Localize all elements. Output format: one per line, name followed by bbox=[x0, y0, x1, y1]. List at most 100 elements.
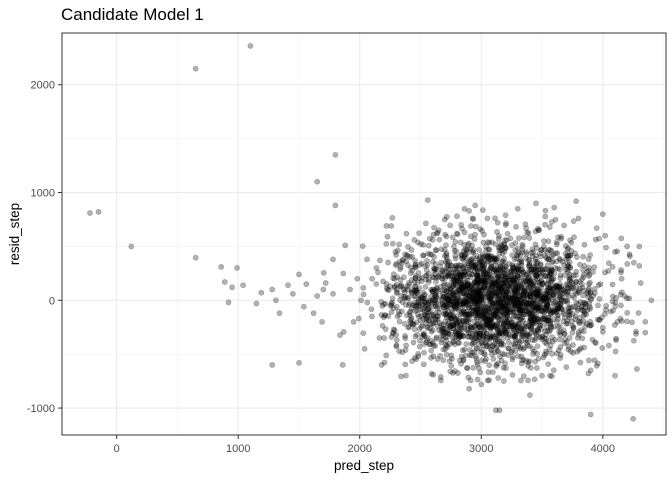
data-point bbox=[586, 357, 592, 364]
data-point bbox=[419, 289, 426, 296]
data-point bbox=[537, 262, 544, 268]
data-point bbox=[512, 291, 519, 298]
data-point bbox=[511, 288, 518, 294]
data-point bbox=[489, 283, 496, 290]
data-point bbox=[547, 320, 553, 327]
data-point bbox=[495, 332, 502, 338]
data-point bbox=[475, 306, 482, 313]
data-point bbox=[509, 252, 516, 259]
data-point bbox=[470, 296, 477, 303]
data-point bbox=[484, 377, 491, 384]
data-point bbox=[541, 238, 547, 244]
data-point bbox=[478, 304, 485, 311]
data-point bbox=[492, 407, 499, 414]
data-point bbox=[379, 302, 386, 309]
data-point bbox=[564, 285, 571, 291]
data-point bbox=[501, 311, 508, 318]
data-point bbox=[495, 278, 502, 285]
data-point bbox=[553, 239, 560, 245]
data-point bbox=[375, 269, 381, 276]
data-point bbox=[569, 310, 576, 317]
data-point bbox=[519, 303, 526, 310]
data-point bbox=[541, 320, 548, 326]
data-point bbox=[546, 267, 552, 274]
data-point bbox=[561, 330, 568, 337]
data-point bbox=[436, 236, 443, 243]
data-point bbox=[495, 303, 502, 310]
data-point bbox=[444, 257, 451, 264]
data-point bbox=[422, 302, 429, 308]
data-point bbox=[575, 215, 582, 222]
data-point bbox=[381, 335, 387, 341]
data-point bbox=[527, 317, 534, 323]
data-point bbox=[523, 291, 530, 297]
data-point bbox=[564, 282, 570, 289]
data-point bbox=[434, 356, 441, 362]
data-point bbox=[445, 296, 452, 303]
data-point bbox=[465, 281, 472, 288]
data-point bbox=[520, 323, 527, 329]
data-point bbox=[486, 309, 493, 316]
data-point bbox=[474, 277, 481, 284]
data-point bbox=[458, 285, 465, 292]
data-point bbox=[541, 313, 547, 320]
data-point bbox=[504, 318, 511, 325]
data-point bbox=[567, 252, 574, 259]
data-point bbox=[475, 324, 482, 331]
data-point bbox=[500, 269, 507, 276]
data-point bbox=[540, 295, 547, 302]
data-point bbox=[479, 274, 486, 281]
data-point bbox=[503, 288, 510, 294]
data-point bbox=[567, 264, 573, 271]
data-point bbox=[469, 271, 476, 278]
data-point bbox=[473, 282, 480, 289]
data-point bbox=[510, 305, 516, 312]
data-point bbox=[463, 283, 470, 290]
data-point bbox=[544, 249, 551, 256]
data-point bbox=[454, 291, 461, 298]
data-point bbox=[529, 289, 536, 295]
data-point bbox=[484, 322, 491, 329]
data-point bbox=[376, 335, 383, 341]
data-point bbox=[456, 357, 463, 364]
data-point bbox=[461, 241, 468, 248]
data-point bbox=[319, 318, 325, 325]
data-point bbox=[542, 291, 548, 298]
data-point bbox=[477, 226, 484, 232]
data-point bbox=[544, 290, 551, 297]
data-point bbox=[465, 241, 471, 248]
data-point bbox=[512, 322, 518, 328]
data-point bbox=[554, 306, 561, 313]
data-point bbox=[449, 290, 456, 296]
data-point bbox=[463, 292, 470, 299]
data-point bbox=[511, 302, 518, 309]
data-point bbox=[527, 309, 533, 315]
data-point bbox=[562, 242, 569, 249]
data-point bbox=[535, 301, 541, 308]
data-point bbox=[470, 293, 477, 300]
data-point bbox=[529, 282, 536, 289]
data-point bbox=[466, 310, 473, 317]
data-point bbox=[533, 327, 540, 334]
data-point bbox=[451, 299, 458, 306]
data-point bbox=[506, 297, 513, 304]
data-point bbox=[591, 357, 598, 364]
data-point bbox=[512, 348, 519, 354]
data-point bbox=[445, 330, 452, 337]
data-point bbox=[550, 287, 556, 293]
data-point bbox=[464, 282, 470, 288]
data-point bbox=[513, 296, 519, 302]
data-point bbox=[483, 343, 490, 350]
data-point bbox=[527, 293, 534, 300]
data-point bbox=[423, 272, 430, 279]
data-point bbox=[488, 292, 494, 299]
data-point bbox=[517, 297, 523, 304]
data-point bbox=[534, 266, 541, 273]
data-point bbox=[471, 339, 477, 346]
data-point bbox=[460, 265, 466, 271]
data-point bbox=[421, 330, 427, 337]
data-point bbox=[456, 297, 462, 304]
data-point bbox=[546, 307, 552, 314]
data-point bbox=[471, 268, 478, 275]
data-point bbox=[426, 317, 432, 323]
